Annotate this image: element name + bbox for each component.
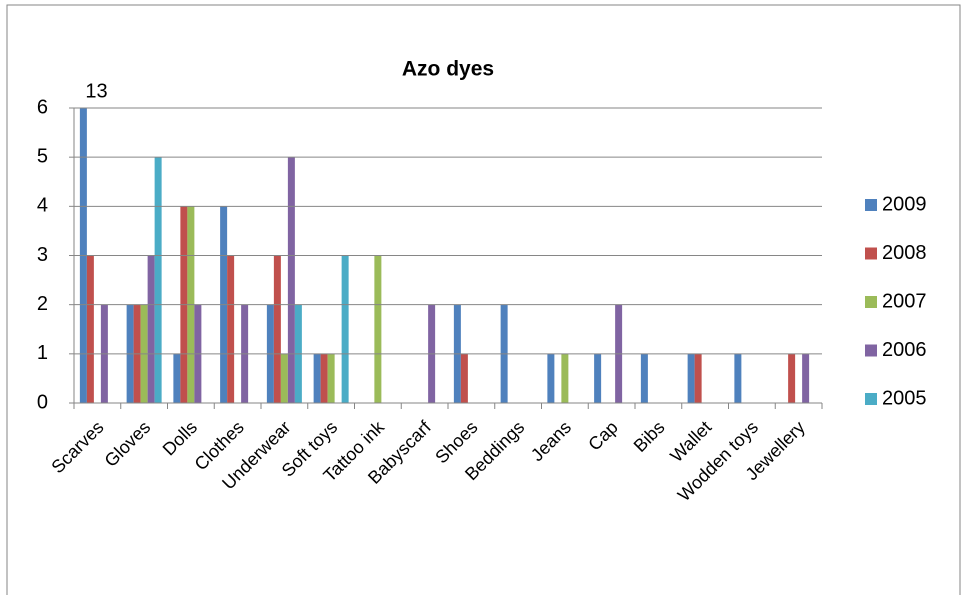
bar bbox=[374, 255, 382, 403]
bar bbox=[561, 353, 569, 403]
bar bbox=[341, 255, 349, 403]
y-tick-label: 2 bbox=[37, 293, 48, 315]
y-tick-label: 3 bbox=[37, 244, 48, 266]
data-label: 13 bbox=[85, 80, 107, 102]
bar bbox=[313, 353, 321, 403]
bar bbox=[287, 157, 295, 403]
bar bbox=[594, 353, 602, 403]
bar bbox=[273, 255, 281, 403]
legend-label: 2008 bbox=[882, 242, 927, 264]
y-tick-label: 1 bbox=[37, 342, 48, 364]
bar bbox=[147, 255, 155, 403]
legend-label: 2009 bbox=[882, 193, 927, 215]
y-tick-label: 4 bbox=[37, 195, 48, 217]
legend-label: 2006 bbox=[882, 339, 927, 361]
chart-title: Azo dyes bbox=[402, 58, 494, 81]
bar bbox=[320, 353, 328, 403]
bar bbox=[694, 353, 702, 403]
chart-frame bbox=[6, 4, 961, 595]
legend-swatch bbox=[865, 199, 877, 211]
legend-label: 2005 bbox=[882, 387, 927, 409]
bar bbox=[280, 353, 288, 403]
bar bbox=[460, 353, 468, 403]
bar bbox=[802, 353, 810, 403]
bar bbox=[547, 353, 555, 403]
bar bbox=[86, 255, 94, 403]
bar bbox=[788, 353, 796, 403]
y-tick-label: 6 bbox=[37, 96, 48, 118]
bar bbox=[640, 353, 648, 403]
legend-swatch bbox=[865, 247, 877, 260]
y-tick-label: 5 bbox=[37, 145, 48, 167]
bar bbox=[154, 157, 162, 403]
bar bbox=[227, 255, 235, 403]
legend-swatch bbox=[865, 393, 877, 405]
bar bbox=[173, 353, 181, 403]
legend-swatch bbox=[865, 296, 877, 308]
bar bbox=[687, 353, 695, 403]
bar bbox=[327, 353, 335, 403]
y-tick-label: 0 bbox=[37, 391, 48, 413]
legend-label: 2007 bbox=[882, 290, 927, 312]
bar bbox=[734, 353, 742, 403]
legend-swatch bbox=[865, 344, 877, 357]
